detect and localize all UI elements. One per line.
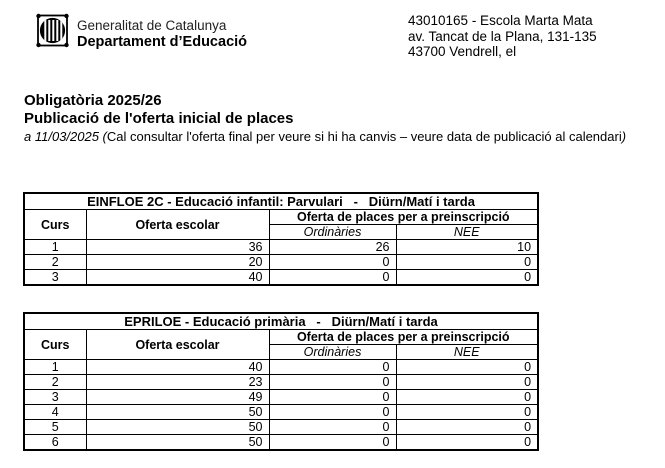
table-eprlioe: EPRILOE - Educació primària - Diürn/Matí… bbox=[23, 312, 540, 451]
col-header-curs: Curs bbox=[23, 329, 87, 360]
cell-oferta-escolar: 40 bbox=[85, 359, 270, 375]
col-header-ordinaries: Ordinàries bbox=[268, 344, 397, 360]
col-header-curs: Curs bbox=[23, 209, 87, 240]
note-date: a 11/03/2025 ( bbox=[24, 129, 107, 144]
cell-curs: 4 bbox=[23, 404, 87, 420]
table-row: 1 40 0 0 bbox=[23, 359, 539, 375]
cell-oferta-escolar: 49 bbox=[85, 389, 270, 405]
generalitat-logo-icon bbox=[36, 13, 69, 53]
cell-oferta-escolar: 23 bbox=[85, 374, 270, 390]
col-header-oferta-escolar: Oferta escolar bbox=[85, 209, 270, 240]
cell-curs: 1 bbox=[23, 359, 87, 375]
cell-curs: 1 bbox=[23, 239, 87, 255]
title-publicacio: Publicació de l'oferta inicial de places bbox=[24, 109, 294, 127]
cell-ordinaries: 0 bbox=[268, 254, 397, 270]
table-row: 3 49 0 0 bbox=[23, 389, 539, 405]
col-header-ordinaries: Ordinàries bbox=[268, 224, 397, 240]
cell-oferta-escolar: 36 bbox=[85, 239, 270, 255]
cell-ordinaries: 0 bbox=[268, 389, 397, 405]
cell-nee: 0 bbox=[395, 389, 539, 405]
col-header-oferta-places: Oferta de places per a preinscripció bbox=[268, 329, 539, 345]
school-street: av. Tancat de la Plana, 131-135 bbox=[408, 28, 597, 44]
note-body: Cal consultar l'oferta final per veure s… bbox=[106, 129, 622, 144]
cell-oferta-escolar: 50 bbox=[85, 419, 270, 435]
cell-nee: 0 bbox=[395, 404, 539, 420]
cell-oferta-escolar: 50 bbox=[85, 404, 270, 420]
table-row: 3 40 0 0 bbox=[23, 269, 539, 286]
cell-ordinaries: 0 bbox=[268, 269, 397, 286]
school-address-block: 43010165 - Escola Marta Mata av. Tancat … bbox=[408, 13, 597, 60]
cell-nee: 0 bbox=[395, 269, 539, 286]
table-title: EINFLOE 2C - Educació infantil: Parvular… bbox=[23, 192, 539, 210]
organization-name: Generalitat de Catalunya Departament d’E… bbox=[77, 18, 247, 50]
cell-nee: 0 bbox=[395, 374, 539, 390]
col-header-nee: NEE bbox=[395, 344, 539, 360]
cell-ordinaries: 0 bbox=[268, 374, 397, 390]
table-title: EPRILOE - Educació primària - Diürn/Matí… bbox=[23, 312, 539, 330]
cell-ordinaries: 0 bbox=[268, 419, 397, 435]
org-line1: Generalitat de Catalunya bbox=[77, 18, 227, 33]
cell-ordinaries: 0 bbox=[268, 404, 397, 420]
cell-curs: 3 bbox=[23, 389, 87, 405]
cell-nee: 0 bbox=[395, 254, 539, 270]
cell-oferta-escolar: 50 bbox=[85, 434, 270, 451]
table-row: 2 20 0 0 bbox=[23, 254, 539, 270]
cell-ordinaries: 26 bbox=[268, 239, 397, 255]
title-obligatoria: Obligatòria 2025/26 bbox=[24, 92, 162, 109]
cell-ordinaries: 0 bbox=[268, 359, 397, 375]
cell-curs: 5 bbox=[23, 419, 87, 435]
cell-nee: 0 bbox=[395, 419, 539, 435]
cell-curs: 3 bbox=[23, 269, 87, 286]
cell-nee: 0 bbox=[395, 359, 539, 375]
table-row: 5 50 0 0 bbox=[23, 419, 539, 435]
cell-nee: 0 bbox=[395, 434, 539, 451]
school-code-name: 43010165 - Escola Marta Mata bbox=[408, 13, 593, 28]
cell-curs: 2 bbox=[23, 374, 87, 390]
document-title-block: Obligatòria 2025/26 Publicació de l'ofer… bbox=[24, 92, 294, 127]
table-row: 4 50 0 0 bbox=[23, 404, 539, 420]
school-city: 43700 Vendrell, el bbox=[408, 44, 517, 59]
cell-ordinaries: 0 bbox=[268, 434, 397, 451]
cell-curs: 6 bbox=[23, 434, 87, 451]
note-close: ) bbox=[621, 129, 627, 144]
table-row: 2 23 0 0 bbox=[23, 374, 539, 390]
cell-nee: 10 bbox=[395, 239, 539, 255]
publication-note: a 11/03/2025 (Cal consultar l'oferta fin… bbox=[24, 129, 626, 144]
cell-oferta-escolar: 40 bbox=[85, 269, 270, 286]
col-header-oferta-places: Oferta de places per a preinscripció bbox=[268, 209, 539, 225]
table-row: 1 36 26 10 bbox=[23, 239, 539, 255]
table-row: 6 50 0 0 bbox=[23, 434, 539, 451]
cell-curs: 2 bbox=[23, 254, 87, 270]
table-einfloe-2c: EINFLOE 2C - Educació infantil: Parvular… bbox=[23, 192, 540, 286]
cell-oferta-escolar: 20 bbox=[85, 254, 270, 270]
col-header-oferta-escolar: Oferta escolar bbox=[85, 329, 270, 360]
org-line2: Departament d’Educació bbox=[77, 34, 248, 50]
col-header-nee: NEE bbox=[395, 224, 539, 240]
